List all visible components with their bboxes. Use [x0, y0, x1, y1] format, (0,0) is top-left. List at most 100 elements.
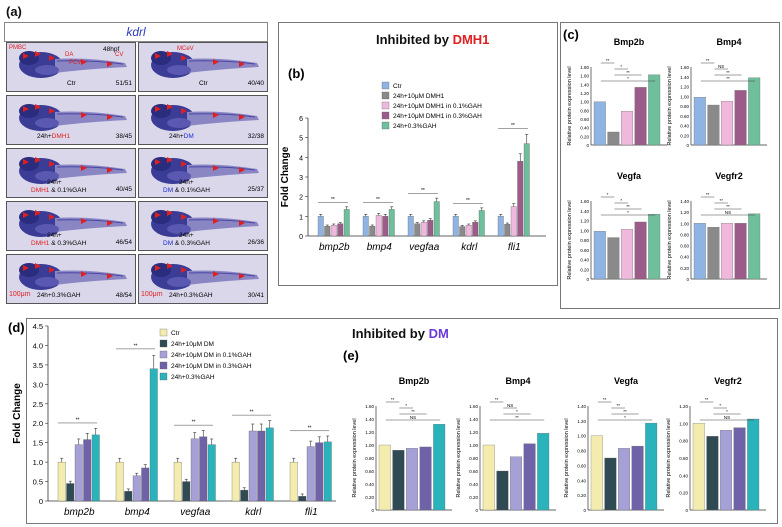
- y-tick-label: 0.60: [580, 248, 589, 253]
- arrowhead-marker: [49, 161, 55, 167]
- fish-label: Ctr: [67, 80, 76, 87]
- y-axis-label: Relative protein expression level: [667, 66, 673, 145]
- fish-image: Ctr 40/40 MCeV: [138, 42, 268, 92]
- fish-image: 24h+DM 32/38: [138, 95, 268, 145]
- arrowhead-marker: [49, 55, 55, 61]
- bar: [190, 438, 199, 502]
- bar: [298, 496, 307, 502]
- arrowhead-marker: [155, 212, 161, 218]
- significance-marker: **: [192, 420, 196, 426]
- legend-swatch: [159, 328, 168, 337]
- y-tick-label: 0.20: [679, 491, 688, 496]
- arrowhead-marker: [107, 273, 113, 279]
- bar: [452, 216, 459, 237]
- bar: [496, 470, 509, 511]
- fish-image: 24h+ DMH1 & 0.3%GAH 46/54: [6, 201, 136, 251]
- y-tick-label: 1.60: [365, 404, 374, 409]
- arrowhead-marker: [49, 267, 55, 273]
- bar: [607, 131, 620, 146]
- y-axis-label: Relative protein expression level: [567, 66, 573, 145]
- y-tick-label: 1.00: [680, 221, 689, 226]
- bar: [433, 424, 446, 511]
- y-axis-label: Relative protein expression level: [666, 418, 672, 497]
- arrowhead-marker: [213, 59, 219, 65]
- arrowhead-marker: [213, 112, 219, 118]
- arrowhead-marker: [23, 265, 29, 271]
- arrowhead-marker: [239, 220, 245, 226]
- arrowhead-marker: [181, 267, 187, 273]
- x-category-label: bmp2b: [319, 242, 350, 253]
- fish-label: 24h+: [179, 232, 194, 239]
- bar: [369, 226, 376, 237]
- bar: [289, 461, 298, 502]
- y-tick-label: 1.40: [580, 209, 589, 214]
- legend-swatch: [381, 91, 390, 100]
- fish-label: 24h+DM: [169, 133, 194, 140]
- bar: [618, 448, 630, 511]
- bar: [648, 74, 661, 146]
- y-tick-label: 0.60: [680, 244, 689, 249]
- legend-label: 24h+10μM DMH1 in 0.1%GAH: [393, 103, 482, 110]
- y-axis-label: Relative protein expression level: [352, 418, 358, 497]
- y-tick-label: 5: [299, 136, 303, 143]
- fish-image: 24h+0.3%GAH 48/54 100μm: [6, 254, 136, 304]
- y-tick-label: 1.40: [680, 199, 689, 204]
- bar: [593, 231, 606, 280]
- significance-marker: *: [624, 415, 626, 420]
- y-tick-label: 1.60: [580, 74, 589, 79]
- legend-label: 24h+10μM DM: [171, 341, 214, 348]
- arrowhead-marker: [81, 165, 87, 171]
- y-tick-label: 0: [686, 277, 689, 282]
- bar: [323, 441, 332, 502]
- fish-count: 30/41: [247, 292, 264, 299]
- y-tick-label: 0.80: [365, 456, 374, 461]
- y-tick-label: 1.00: [680, 94, 689, 99]
- y-tick-label: 1.20: [580, 219, 589, 224]
- dm-header-drug: DM: [428, 326, 449, 341]
- significance-marker: **: [603, 397, 607, 402]
- significance-marker: NS: [724, 415, 730, 420]
- y-tick-label: 0.40: [679, 473, 688, 478]
- y-tick-label: 1.00: [577, 434, 586, 439]
- arrowhead-marker: [181, 55, 187, 61]
- significance-marker: NS: [507, 403, 513, 408]
- x-category-label: vegfaa: [409, 242, 439, 253]
- bar: [124, 491, 133, 502]
- y-tick-label: 0.40: [577, 478, 586, 483]
- y-tick-label: 0.5: [33, 478, 43, 487]
- bar: [132, 475, 141, 502]
- bar: [607, 237, 620, 280]
- fish-label: DM & 0.3%GAH: [163, 240, 210, 247]
- bar: [497, 216, 504, 237]
- arrowhead-marker: [49, 214, 55, 220]
- y-tick-label: 0.60: [679, 456, 688, 461]
- fish-image: Ctr 51/51 48hpf PMBC DA PCV CV: [6, 42, 136, 92]
- legend-label: 24h+10μM DMH1: [393, 93, 445, 100]
- fish-label-part: DM: [163, 240, 174, 247]
- chart-d: (d) 0 0.5 1.0 1.5 2.0 2.5 3.0 3.5 4.0 4.5 Fold Chan…: [8, 320, 336, 518]
- significance-marker: **: [606, 58, 610, 63]
- y-tick-label: 1.00: [469, 443, 478, 448]
- y-axis-label: Relative protein expression level: [567, 200, 573, 279]
- y-axis-label: Relative protein expression level: [564, 418, 570, 497]
- significance-marker: **: [726, 70, 730, 75]
- bar: [407, 216, 414, 237]
- y-tick-label: 4.5: [33, 322, 43, 331]
- significance-marker: *: [719, 403, 721, 408]
- arrowhead-marker: [35, 210, 41, 216]
- bar: [257, 430, 266, 502]
- bar: [523, 143, 530, 237]
- significance-marker: *: [627, 76, 629, 81]
- y-tick-label: 3.0: [33, 380, 43, 389]
- y-tick-label: 1.20: [680, 210, 689, 215]
- bar: [330, 225, 337, 237]
- arrowhead-marker: [155, 265, 161, 271]
- y-tick-label: 0: [586, 277, 589, 282]
- legend-swatch: [381, 101, 390, 110]
- bar: [141, 467, 150, 502]
- fish-label-part: Ctr: [199, 80, 208, 87]
- bar: [721, 223, 733, 280]
- dmh1-header-prefix: Inhibited by: [376, 32, 453, 47]
- fish-label-part: & 0.3%GAH: [49, 240, 87, 247]
- arrowhead-marker: [167, 51, 173, 57]
